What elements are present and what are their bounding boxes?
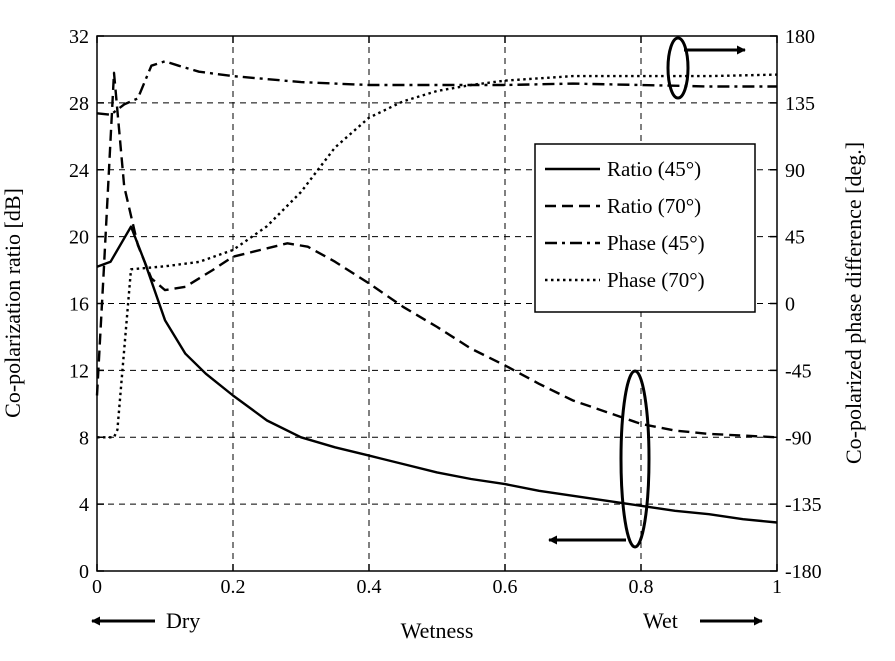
legend-label-2: Ratio (70°) [607,194,701,218]
y-tick-labels: 0 4 8 12 16 20 24 28 32 [69,26,104,583]
y2-tick-label: -45 [785,360,812,382]
y2-tick-label: 45 [785,227,805,249]
y-tick-label: 12 [69,360,89,382]
y-tick-label: 16 [69,294,89,316]
series-line-4 [97,73,778,439]
right-axis-indicator-ellipse [666,36,690,100]
y2-tick-label: 180 [785,26,815,48]
y-axis-title: Co-polarization ratio [dB] [0,188,25,418]
x-tick-label: 0.8 [629,576,654,598]
x-axis-title: Wetness [401,618,474,643]
wet-label: Wet [643,608,678,633]
x-tick-label: 0.2 [221,576,246,598]
x-tick-label: 1 [772,576,782,598]
y-tick-label: 32 [69,26,89,48]
x-tick-label: 0 [92,576,102,598]
right-axis-indicator [666,36,746,100]
y-tick-label: 8 [79,427,89,449]
left-axis-indicator-ellipse [619,369,651,549]
y2-tick-label: 0 [785,294,795,316]
y2-tick-label: -180 [785,561,822,583]
y2-tick-labels: -180 -135 -90 -45 0 45 90 135 180 [770,26,822,583]
x-tick-labels: 0 0.2 0.4 0.6 0.8 1 [92,36,782,598]
y-tick-label: 0 [79,561,89,583]
y-tick-label: 24 [69,160,89,182]
x-tick-label: 0.4 [357,576,382,598]
dry-label: Dry [166,608,200,633]
legend-label-4: Phase (70°) [607,268,705,292]
legend-box [534,143,756,313]
series-line-3 [96,60,777,117]
x-tick-label: 0.6 [493,576,518,598]
left-axis-indicator [548,369,651,549]
y2-tick-label: 135 [785,93,815,115]
legend-label-1: Ratio (45°) [607,157,701,181]
y2-tick-label: 90 [785,160,805,182]
y2-axis-title: Co-polarized phase difference [deg.] [841,142,866,464]
y-tick-label: 28 [69,93,89,115]
legend-label-3: Phase (45°) [607,231,705,255]
y-tick-label: 20 [69,227,89,249]
y2-tick-label: -135 [785,494,822,516]
y2-tick-label: -90 [785,427,812,449]
legend: Ratio (45°) Ratio (70°) Phase (45°) Phase (… [534,143,756,313]
y-tick-label: 4 [79,494,89,516]
series-line-2 [95,71,778,439]
